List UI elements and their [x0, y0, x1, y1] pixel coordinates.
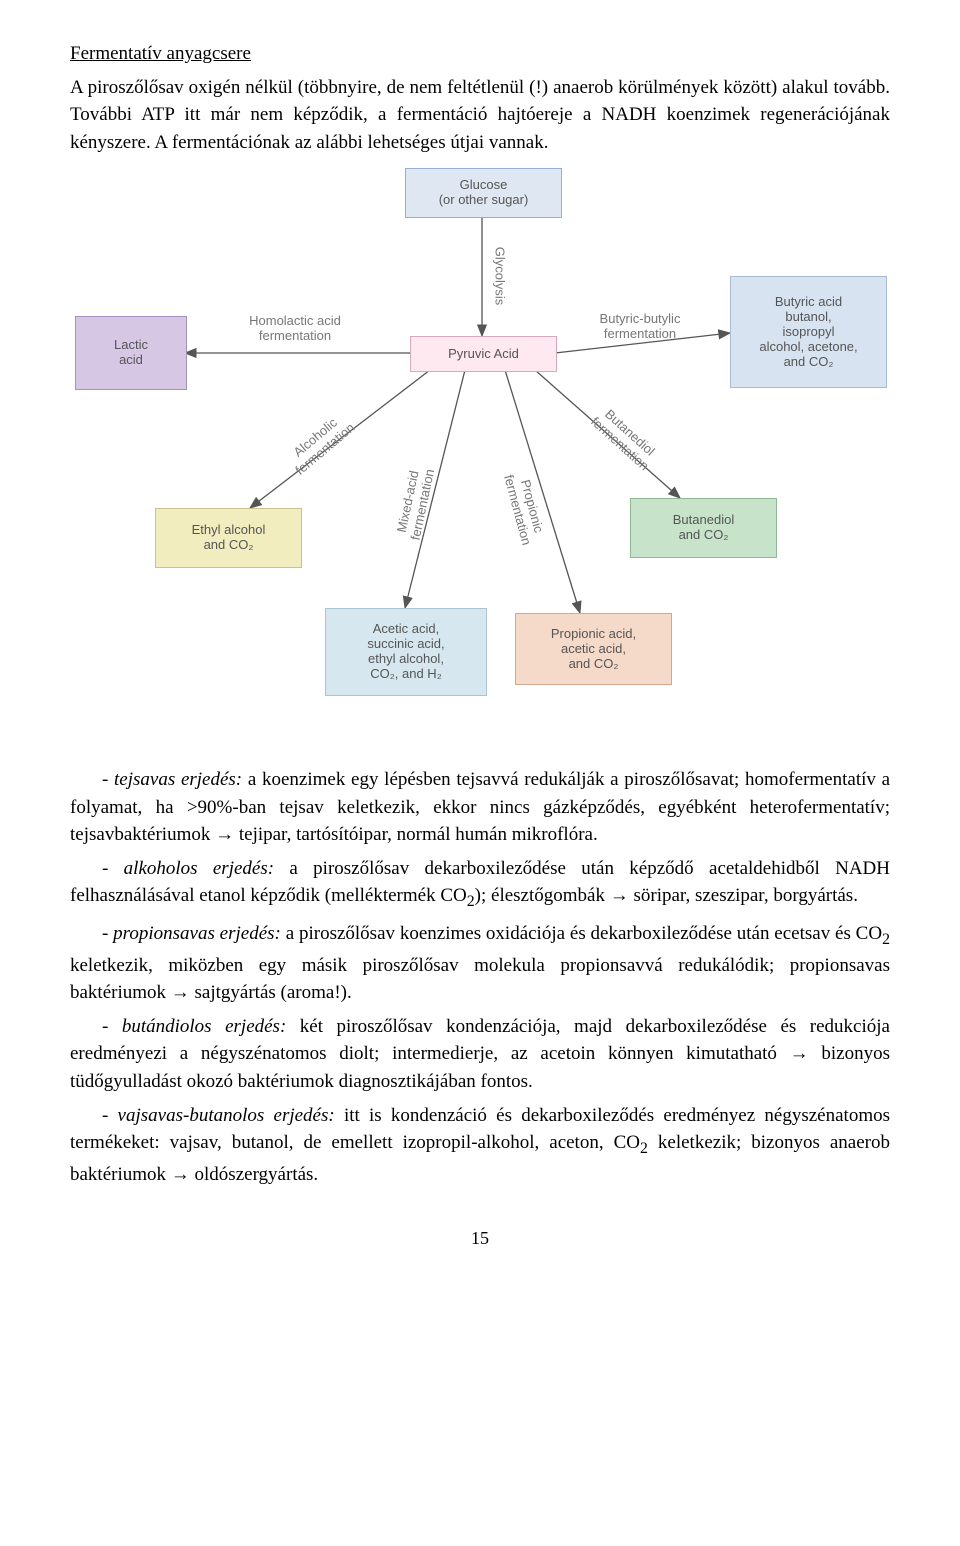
def-alkoholos: - alkoholos erjedés: a piroszőlősav deka…: [70, 855, 890, 914]
def-tejsavas: - tejsavas erjedés: a koenzimek egy lépé…: [70, 766, 890, 849]
node-pyruvic: Pyruvic Acid: [410, 336, 557, 372]
heading-text: Fermentatív anyagcsere: [70, 43, 251, 64]
co2-sub: 2: [640, 1140, 648, 1157]
node-ethyl: Ethyl alcoholand CO₂: [155, 508, 302, 568]
def-tejsavas-label: - tejsavas erjedés:: [102, 769, 242, 790]
def-alkoholos-mid: ); élesztőgombák: [475, 885, 610, 906]
def-vajsavas-label: - vajsavas-butanolos erjedés:: [102, 1105, 335, 1126]
arrow-icon: [790, 1043, 809, 1064]
node-butanediol: Butanedioland CO₂: [630, 498, 777, 558]
def-alkoholos-label: - alkoholos erjedés:: [102, 858, 274, 879]
def-butandiol-label: - butándiolos erjedés:: [102, 1016, 286, 1037]
def-propion-label: - propionsavas erjedés:: [102, 923, 281, 944]
edge-label-pyruvic: Glycolysis: [493, 247, 508, 306]
node-butyric: Butyric acidbutanol,isopropylalcohol, ac…: [730, 276, 887, 388]
fermentation-diagram: Glucose(or other sugar) Pyruvic Acid Lacti…: [70, 168, 890, 748]
node-lactic: Lacticacid: [75, 316, 187, 390]
intro-paragraph: A piroszőlősav oxigén nélkül (többnyire,…: [70, 74, 890, 157]
def-propion: - propionsavas erjedés: a piroszőlősav k…: [70, 920, 890, 1007]
node-propionic: Propionic acid,acetic acid,and CO₂: [515, 613, 672, 685]
edge-label-butyric: Butyric-butylicfermentation: [600, 311, 681, 341]
def-tejsavas-after: tejipar, tartósítóipar, normál humán mik…: [234, 824, 598, 845]
co2-sub: 2: [467, 893, 475, 910]
arrow-icon: [215, 824, 234, 845]
def-vajsavas-after: oldószergyártás.: [190, 1164, 318, 1185]
node-acetic: Acetic acid,succinic acid,ethyl alcohol,…: [325, 608, 487, 696]
arrow-icon: [610, 885, 629, 906]
heading: Fermentatív anyagcsere: [70, 40, 890, 68]
def-vajsavas: - vajsavas-butanolos erjedés: itt is kon…: [70, 1102, 890, 1189]
edge-label-lactic: Homolactic acidfermentation: [249, 313, 341, 343]
def-butandiol: - butándiolos erjedés: két piroszőlősav …: [70, 1013, 890, 1096]
node-glucose: Glucose(or other sugar): [405, 168, 562, 218]
arrow-icon: [171, 1164, 190, 1185]
def-alkoholos-after: söripar, szeszipar, borgyártás.: [629, 885, 858, 906]
co2-sub: 2: [882, 931, 890, 948]
def-propion-after: sajtgyártás (aroma!).: [190, 982, 352, 1003]
def-propion-text: a piroszőlősav koenzimes oxidációja és d…: [281, 923, 882, 944]
arrow-icon: [171, 982, 190, 1003]
page: Fermentatív anyagcsere A piroszőlősav ox…: [0, 0, 960, 1279]
page-number: 15: [70, 1228, 890, 1249]
